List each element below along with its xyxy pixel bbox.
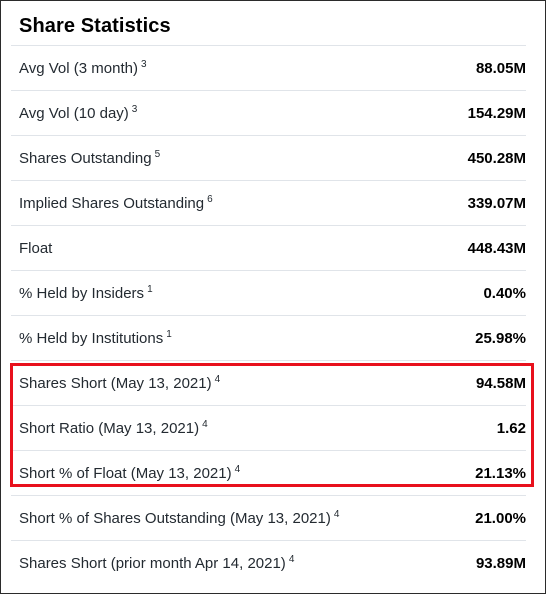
footnote-marker: 4 (288, 553, 295, 565)
stat-label-text: % Held by Institutions (19, 329, 164, 347)
stat-row-shares-outstanding: Shares Outstanding 5 450.28M (11, 135, 526, 180)
stat-value: 450.28M (467, 149, 526, 167)
stat-label-text: Short Ratio (May 13, 2021) (19, 419, 200, 437)
stat-value: 1.62 (496, 419, 526, 437)
stat-label: % Held by Insiders 1 (19, 283, 153, 302)
stat-row-short-percent-of-float: Short % of Float (May 13, 2021) 4 21.13% (11, 450, 526, 495)
stat-row-held-by-institutions: % Held by Institutions 1 25.98% (11, 315, 526, 360)
stat-row-shares-short-prior-month: Shares Short (prior month Apr 14, 2021) 4… (11, 540, 526, 585)
stat-row-float: Float 448.43M (11, 225, 526, 270)
stat-value: 25.98% (475, 329, 526, 347)
stat-label-text: % Held by Insiders (19, 284, 145, 302)
footnote-marker: 6 (207, 193, 213, 205)
footnote-marker: 4 (333, 508, 340, 520)
footnote-marker: 3 (140, 58, 147, 70)
stat-label-text: Short % of Float (May 13, 2021) (19, 464, 232, 482)
stat-value: 93.89M (475, 554, 526, 572)
stat-label: Shares Short (May 13, 2021) 4 (19, 373, 221, 392)
stat-value: 448.43M (467, 239, 526, 257)
stat-value: 154.29M (467, 104, 526, 122)
stat-label-text: Avg Vol (10 day) (19, 104, 129, 122)
footnote-marker: 4 (214, 373, 221, 385)
stat-row-shares-short: Shares Short (May 13, 2021) 4 94.58M (11, 360, 526, 405)
stat-value: 21.00% (475, 509, 526, 527)
stat-label-text: Shares Short (May 13, 2021) (19, 374, 212, 392)
footnote-marker: 5 (154, 148, 161, 160)
stat-value: 0.40% (483, 284, 526, 302)
stat-value: 94.58M (475, 374, 526, 392)
stat-row-avg-vol-3-month: Avg Vol (3 month) 3 88.05M (11, 45, 526, 90)
stat-row-short-percent-of-shares-outstanding: Short % of Shares Outstanding (May 13, 2… (11, 495, 526, 540)
stat-label-text: Avg Vol (3 month) (19, 59, 138, 77)
stat-label-text: Short % of Shares Outstanding (May 13, 2… (19, 509, 331, 527)
section-title: Share Statistics (19, 15, 171, 37)
stat-row-held-by-insiders: % Held by Insiders 1 0.40% (11, 270, 526, 315)
statistics-table: Avg Vol (3 month) 3 88.05M Avg Vol (10 da… (11, 45, 526, 585)
stat-value: 88.05M (475, 59, 526, 77)
stat-label-text: Float (19, 239, 53, 257)
footnote-marker: 3 (131, 103, 138, 115)
stat-value: 339.07M (467, 194, 526, 212)
stat-row-implied-shares-outstanding: Implied Shares Outstanding 6 339.07M (11, 180, 526, 225)
stat-label: Float (19, 240, 52, 257)
stat-value: 21.13% (475, 464, 526, 482)
stat-label: Avg Vol (3 month) 3 (19, 58, 147, 77)
stat-label-text: Implied Shares Outstanding (19, 194, 205, 212)
footnote-marker: 1 (147, 283, 153, 295)
stat-label: Short Ratio (May 13, 2021) 4 (19, 418, 208, 437)
stat-label: % Held by Institutions 1 (19, 328, 172, 347)
stat-label-text: Shares Outstanding (19, 149, 152, 167)
footnote-marker: 4 (202, 418, 208, 430)
stat-label: Implied Shares Outstanding 6 (19, 193, 213, 212)
stat-label: Short % of Float (May 13, 2021) 4 (19, 463, 241, 482)
footnote-marker: 1 (166, 328, 172, 340)
stat-row-short-ratio: Short Ratio (May 13, 2021) 4 1.62 (11, 405, 526, 450)
stat-label: Shares Outstanding 5 (19, 148, 161, 167)
stat-row-avg-vol-10-day: Avg Vol (10 day) 3 154.29M (11, 90, 526, 135)
footnote-marker: 4 (234, 463, 241, 475)
stat-label: Short % of Shares Outstanding (May 13, 2… (19, 508, 340, 527)
stat-label: Shares Short (prior month Apr 14, 2021) 4 (19, 553, 295, 572)
stat-label: Avg Vol (10 day) 3 (19, 103, 138, 122)
stat-label-text: Shares Short (prior month Apr 14, 2021) (19, 554, 286, 572)
